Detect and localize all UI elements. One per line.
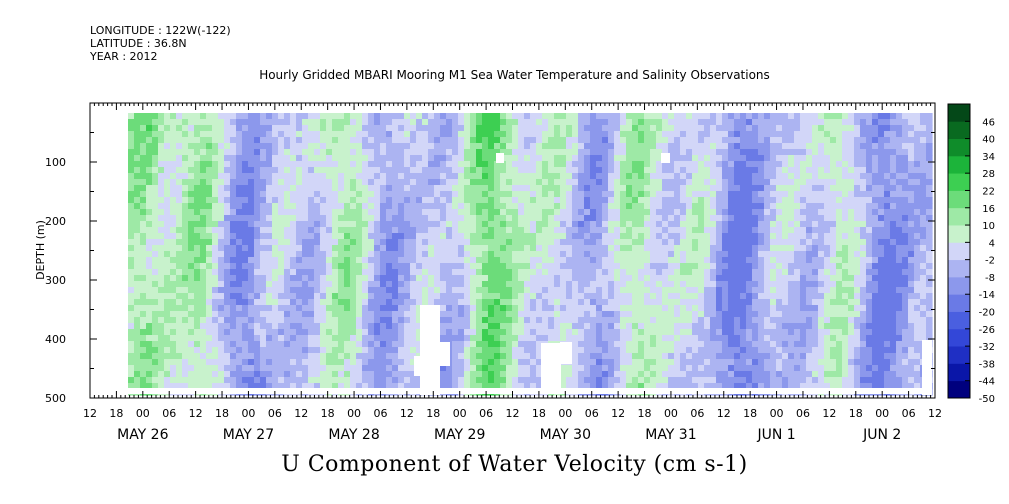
colorbar-segment <box>948 380 970 399</box>
y-tick-label: 500 <box>45 392 66 405</box>
colorbar-segment <box>948 276 970 295</box>
colorbar-label: 4 <box>989 238 995 249</box>
y-axis-label: DEPTH (m) <box>34 220 47 280</box>
x-tick-label: 12 <box>822 407 836 420</box>
x-day-label: MAY 30 <box>540 427 591 443</box>
x-tick-label: 00 <box>558 407 572 420</box>
x-tick-label: 18 <box>743 407 757 420</box>
colorbar-segment <box>948 207 970 226</box>
x-tick-label: 18 <box>215 407 229 420</box>
colorbar-label: -20 <box>979 308 995 319</box>
x-tick-label: 00 <box>770 407 784 420</box>
longitude-label: LONGITUDE : 122W(-122) <box>90 24 231 37</box>
year-label: YEAR : 2012 <box>90 50 158 63</box>
colorbar-label: 28 <box>982 169 995 180</box>
x-day-label: JUN 1 <box>756 427 795 443</box>
x-day-label: MAY 26 <box>117 427 168 443</box>
x-tick-label: 06 <box>479 407 493 420</box>
colorbar-segment <box>948 363 970 382</box>
colorbar-label: -44 <box>979 377 995 388</box>
x-day-label: MAY 31 <box>645 427 696 443</box>
colorbar-label: -26 <box>979 325 995 336</box>
x-axis-title: U Component of Water Velocity (cm s-1) <box>281 452 748 477</box>
colorbar-label: -14 <box>979 290 995 301</box>
x-tick-label: 18 <box>426 407 440 420</box>
colorbar-segment <box>948 294 970 312</box>
colorbar-segment <box>948 225 970 243</box>
x-tick-label: 06 <box>796 407 810 420</box>
x-tick-label: 00 <box>241 407 255 420</box>
x-tick-label: 12 <box>928 407 942 420</box>
missing-data-mask <box>128 153 932 395</box>
x-tick-label: 12 <box>189 407 203 420</box>
colorbar-segment <box>948 346 970 364</box>
colorbar-segment <box>948 104 970 122</box>
x-tick-label: 18 <box>849 407 863 420</box>
x-day-label: JUN 2 <box>862 427 901 443</box>
x-tick-label: 00 <box>347 407 361 420</box>
colorbar-label: -2 <box>985 256 995 267</box>
y-tick-label: 300 <box>45 274 66 287</box>
colorbar-segment <box>948 173 970 191</box>
colorbar-label: 10 <box>982 221 995 232</box>
x-tick-label: 06 <box>373 407 387 420</box>
x-tick-label: 06 <box>268 407 282 420</box>
x-tick-label: 00 <box>136 407 150 420</box>
x-tick-label: 12 <box>83 407 97 420</box>
x-tick-label: 12 <box>400 407 414 420</box>
colorbar-segment <box>948 190 970 209</box>
x-tick-label: 12 <box>506 407 520 420</box>
x-tick-label: 18 <box>109 407 123 420</box>
colorbar-label: 46 <box>982 117 995 128</box>
x-tick-label: 18 <box>638 407 652 420</box>
x-tick-label: 06 <box>690 407 704 420</box>
heatmap-field <box>128 113 933 396</box>
chart-title: Hourly Gridded MBARI Mooring M1 Sea Wate… <box>259 68 770 82</box>
x-day-label: MAY 28 <box>328 427 379 443</box>
x-tick-label: 12 <box>294 407 308 420</box>
x-tick-label: 00 <box>664 407 678 420</box>
colorbar-label: 40 <box>982 135 995 146</box>
colorbar-label: -32 <box>979 342 995 353</box>
colorbar-label: -8 <box>985 273 995 284</box>
latitude-label: LATITUDE : 36.8N <box>90 37 187 50</box>
x-tick-label: 00 <box>875 407 889 420</box>
colorbar-segment <box>948 242 970 261</box>
x-tick-label: 18 <box>321 407 335 420</box>
colorbar-segment <box>948 259 970 278</box>
x-tick-label: 12 <box>717 407 731 420</box>
colorbar-label: 34 <box>982 152 995 163</box>
y-tick-label: 400 <box>45 333 66 346</box>
colorbar-label: 22 <box>982 186 995 197</box>
colorbar-segment <box>948 155 970 174</box>
colorbar: -50 -44 -38 -32 -26 -20 -14 -8 -2 4 10 16 22 28 34 40 46 <box>947 103 995 405</box>
x-tick-label: 06 <box>585 407 599 420</box>
x-tick-label: 12 <box>611 407 625 420</box>
x-day-label: MAY 29 <box>434 427 485 443</box>
axis-ticks: 100 200 300 400 500 12 18 00 06 12 18 00 06 12 18 00 06 1… <box>45 103 942 443</box>
colorbar-label: 16 <box>982 204 995 215</box>
y-tick-label: 200 <box>45 215 66 228</box>
x-tick-label: 06 <box>902 407 916 420</box>
x-tick-label: 06 <box>162 407 176 420</box>
x-tick-label: 00 <box>453 407 467 420</box>
colorbar-label: -50 <box>979 394 995 405</box>
y-tick-label: 100 <box>45 156 66 169</box>
colorbar-label: -38 <box>979 359 995 370</box>
colorbar-segment <box>948 311 970 330</box>
x-day-label: MAY 27 <box>223 427 274 443</box>
colorbar-segment <box>948 328 970 347</box>
x-tick-label: 18 <box>532 407 546 420</box>
colorbar-segment <box>948 121 970 139</box>
colorbar-segment <box>948 138 970 157</box>
